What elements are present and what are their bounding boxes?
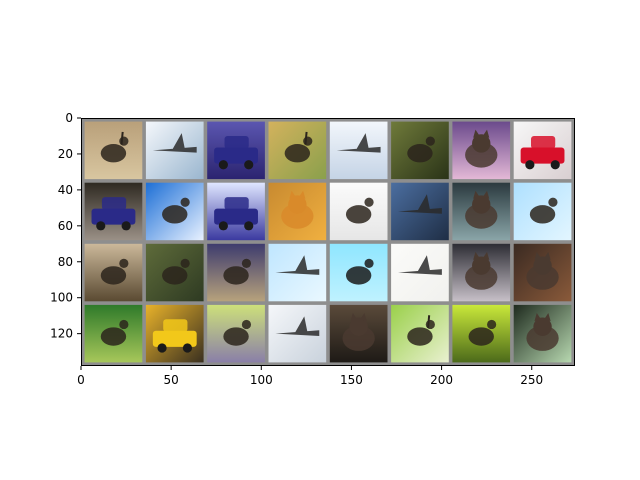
y-tick-label: 60 [58,219,73,233]
x-tick-label: 0 [77,373,85,387]
image-tile-car [145,304,204,363]
y-tick-label: 0 [65,111,73,125]
image-tile-ostrich [391,304,449,363]
x-tick-label: 200 [430,373,453,387]
y-tick-label: 80 [58,255,73,269]
x-tick-label: 150 [340,373,363,387]
x-axis: 0 50 100 150 200 250 [77,366,543,387]
image-tile-bird [513,182,572,241]
image-tile-bird [145,243,204,302]
image-tile-car [84,182,143,241]
image-tile-airplane [391,182,449,241]
image-tile-cat [452,182,511,241]
image-tile-bird [84,304,143,363]
x-tick-label: 100 [250,373,273,387]
x-tick-label: 50 [164,373,179,387]
image-tile-airplane [329,121,388,180]
image-tile-cat [268,182,327,241]
image-tile-car [207,182,265,241]
image-tile-bird [391,121,449,180]
image-tile-bird [207,304,265,363]
image-tile-bird [329,243,388,302]
image-tile-cat [513,243,572,302]
image-grid [81,118,575,366]
y-tick-label: 120 [50,327,73,341]
image-tile-car [207,121,265,180]
image-tile-cat [452,243,511,302]
image-tile-bird [329,182,388,241]
image-tile-ostrich [84,121,143,180]
image-tile-bird [452,304,511,363]
image-tile-airplane [145,121,204,180]
image-tile-car [513,121,572,180]
image-tile-bird [84,243,143,302]
y-tick-label: 40 [58,183,73,197]
image-tile-cat [329,304,388,363]
image-tile-bird [207,243,265,302]
image-tile-airplane [391,243,449,302]
image-tile-airplane [268,304,327,363]
image-tile-cat [513,304,572,363]
image-tile-ostrich [268,121,327,180]
image-tile-cat [452,121,511,180]
image-tile-bird [145,182,204,241]
image-tile-airplane [268,243,327,302]
y-axis: 0 20 40 60 80 100 120 [50,111,81,341]
y-tick-label: 20 [58,147,73,161]
x-tick-label: 250 [520,373,543,387]
axes-frame [81,118,575,366]
y-tick-label: 100 [50,291,73,305]
